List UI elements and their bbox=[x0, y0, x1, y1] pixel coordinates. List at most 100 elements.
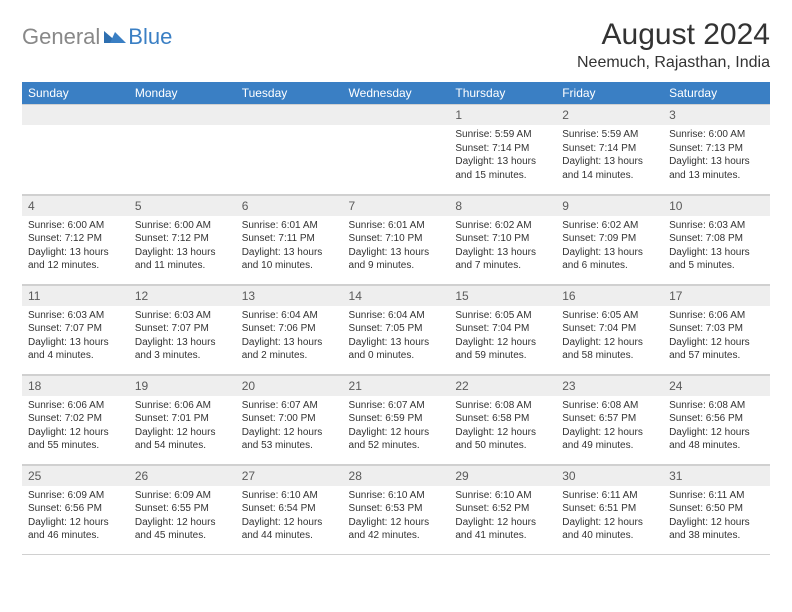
calendar-cell: 8Sunrise: 6:02 AMSunset: 7:10 PMDaylight… bbox=[449, 194, 556, 284]
calendar-cell: 25Sunrise: 6:09 AMSunset: 6:56 PMDayligh… bbox=[22, 464, 129, 554]
day-details: Sunrise: 6:04 AMSunset: 7:05 PMDaylight:… bbox=[343, 306, 450, 369]
calendar-cell: 4Sunrise: 6:00 AMSunset: 7:12 PMDaylight… bbox=[22, 194, 129, 284]
day-details: Sunrise: 6:02 AMSunset: 7:10 PMDaylight:… bbox=[449, 216, 556, 279]
logo: General Blue bbox=[22, 18, 172, 50]
title-block: August 2024 Neemuch, Rajasthan, India bbox=[577, 18, 770, 72]
day-number: 11 bbox=[22, 285, 129, 306]
dow-saturday: Saturday bbox=[663, 82, 770, 104]
day-number: 10 bbox=[663, 195, 770, 216]
day-number: 8 bbox=[449, 195, 556, 216]
day-number: 2 bbox=[556, 104, 663, 125]
day-number: 18 bbox=[22, 375, 129, 396]
day-number: 31 bbox=[663, 465, 770, 486]
day-details: Sunrise: 5:59 AMSunset: 7:14 PMDaylight:… bbox=[449, 125, 556, 188]
day-number: 9 bbox=[556, 195, 663, 216]
location-label: Neemuch, Rajasthan, India bbox=[577, 54, 770, 72]
day-details: Sunrise: 6:03 AMSunset: 7:07 PMDaylight:… bbox=[129, 306, 236, 369]
dow-wednesday: Wednesday bbox=[343, 82, 450, 104]
calendar-cell: 14Sunrise: 6:04 AMSunset: 7:05 PMDayligh… bbox=[343, 284, 450, 374]
calendar-cell: 6Sunrise: 6:01 AMSunset: 7:11 PMDaylight… bbox=[236, 194, 343, 284]
day-number: 23 bbox=[556, 375, 663, 396]
calendar-week-row: 25Sunrise: 6:09 AMSunset: 6:56 PMDayligh… bbox=[22, 464, 770, 554]
day-number: 17 bbox=[663, 285, 770, 306]
calendar-cell: 10Sunrise: 6:03 AMSunset: 7:08 PMDayligh… bbox=[663, 194, 770, 284]
day-number: 14 bbox=[343, 285, 450, 306]
day-details: Sunrise: 6:09 AMSunset: 6:55 PMDaylight:… bbox=[129, 486, 236, 549]
calendar-cell: 12Sunrise: 6:03 AMSunset: 7:07 PMDayligh… bbox=[129, 284, 236, 374]
day-number: 30 bbox=[556, 465, 663, 486]
calendar-cell: 5Sunrise: 6:00 AMSunset: 7:12 PMDaylight… bbox=[129, 194, 236, 284]
day-number bbox=[343, 104, 450, 125]
day-number: 19 bbox=[129, 375, 236, 396]
calendar-week-row: 11Sunrise: 6:03 AMSunset: 7:07 PMDayligh… bbox=[22, 284, 770, 374]
day-number: 27 bbox=[236, 465, 343, 486]
calendar-cell: 22Sunrise: 6:08 AMSunset: 6:58 PMDayligh… bbox=[449, 374, 556, 464]
calendar-cell: 17Sunrise: 6:06 AMSunset: 7:03 PMDayligh… bbox=[663, 284, 770, 374]
calendar-cell bbox=[22, 104, 129, 194]
day-details: Sunrise: 6:08 AMSunset: 6:58 PMDaylight:… bbox=[449, 396, 556, 459]
day-number: 5 bbox=[129, 195, 236, 216]
day-details: Sunrise: 6:07 AMSunset: 6:59 PMDaylight:… bbox=[343, 396, 450, 459]
day-details: Sunrise: 6:04 AMSunset: 7:06 PMDaylight:… bbox=[236, 306, 343, 369]
day-details: Sunrise: 6:03 AMSunset: 7:08 PMDaylight:… bbox=[663, 216, 770, 279]
day-number: 3 bbox=[663, 104, 770, 125]
day-details: Sunrise: 6:06 AMSunset: 7:03 PMDaylight:… bbox=[663, 306, 770, 369]
day-number: 24 bbox=[663, 375, 770, 396]
day-details: Sunrise: 6:11 AMSunset: 6:50 PMDaylight:… bbox=[663, 486, 770, 549]
day-number bbox=[22, 104, 129, 125]
day-details: Sunrise: 6:11 AMSunset: 6:51 PMDaylight:… bbox=[556, 486, 663, 549]
day-number: 21 bbox=[343, 375, 450, 396]
calendar-cell: 31Sunrise: 6:11 AMSunset: 6:50 PMDayligh… bbox=[663, 464, 770, 554]
day-of-week-row: Sunday Monday Tuesday Wednesday Thursday… bbox=[22, 82, 770, 104]
dow-monday: Monday bbox=[129, 82, 236, 104]
day-details: Sunrise: 6:08 AMSunset: 6:56 PMDaylight:… bbox=[663, 396, 770, 459]
calendar-week-row: 18Sunrise: 6:06 AMSunset: 7:02 PMDayligh… bbox=[22, 374, 770, 464]
day-details: Sunrise: 6:05 AMSunset: 7:04 PMDaylight:… bbox=[556, 306, 663, 369]
day-number: 16 bbox=[556, 285, 663, 306]
dow-tuesday: Tuesday bbox=[236, 82, 343, 104]
day-number: 7 bbox=[343, 195, 450, 216]
day-details: Sunrise: 6:06 AMSunset: 7:02 PMDaylight:… bbox=[22, 396, 129, 459]
page-title: August 2024 bbox=[577, 18, 770, 52]
day-number: 6 bbox=[236, 195, 343, 216]
calendar-cell: 15Sunrise: 6:05 AMSunset: 7:04 PMDayligh… bbox=[449, 284, 556, 374]
calendar-body: 1Sunrise: 5:59 AMSunset: 7:14 PMDaylight… bbox=[22, 104, 770, 554]
calendar-cell: 13Sunrise: 6:04 AMSunset: 7:06 PMDayligh… bbox=[236, 284, 343, 374]
dow-friday: Friday bbox=[556, 82, 663, 104]
dow-sunday: Sunday bbox=[22, 82, 129, 104]
day-details: Sunrise: 6:10 AMSunset: 6:53 PMDaylight:… bbox=[343, 486, 450, 549]
day-details: Sunrise: 6:00 AMSunset: 7:13 PMDaylight:… bbox=[663, 125, 770, 188]
day-number: 26 bbox=[129, 465, 236, 486]
day-details: Sunrise: 6:08 AMSunset: 6:57 PMDaylight:… bbox=[556, 396, 663, 459]
calendar-cell: 18Sunrise: 6:06 AMSunset: 7:02 PMDayligh… bbox=[22, 374, 129, 464]
calendar-cell: 29Sunrise: 6:10 AMSunset: 6:52 PMDayligh… bbox=[449, 464, 556, 554]
header: General Blue August 2024 Neemuch, Rajast… bbox=[22, 18, 770, 72]
day-number: 20 bbox=[236, 375, 343, 396]
day-details: Sunrise: 6:02 AMSunset: 7:09 PMDaylight:… bbox=[556, 216, 663, 279]
calendar-cell: 20Sunrise: 6:07 AMSunset: 7:00 PMDayligh… bbox=[236, 374, 343, 464]
day-details: Sunrise: 6:01 AMSunset: 7:10 PMDaylight:… bbox=[343, 216, 450, 279]
calendar-table: Sunday Monday Tuesday Wednesday Thursday… bbox=[22, 82, 770, 555]
day-number: 22 bbox=[449, 375, 556, 396]
day-details: Sunrise: 6:01 AMSunset: 7:11 PMDaylight:… bbox=[236, 216, 343, 279]
calendar-cell: 28Sunrise: 6:10 AMSunset: 6:53 PMDayligh… bbox=[343, 464, 450, 554]
calendar-cell: 2Sunrise: 5:59 AMSunset: 7:14 PMDaylight… bbox=[556, 104, 663, 194]
calendar-cell: 23Sunrise: 6:08 AMSunset: 6:57 PMDayligh… bbox=[556, 374, 663, 464]
calendar-cell: 19Sunrise: 6:06 AMSunset: 7:01 PMDayligh… bbox=[129, 374, 236, 464]
calendar-cell bbox=[236, 104, 343, 194]
day-number: 25 bbox=[22, 465, 129, 486]
day-details: Sunrise: 6:09 AMSunset: 6:56 PMDaylight:… bbox=[22, 486, 129, 549]
day-number bbox=[236, 104, 343, 125]
day-details: Sunrise: 6:07 AMSunset: 7:00 PMDaylight:… bbox=[236, 396, 343, 459]
day-number: 12 bbox=[129, 285, 236, 306]
calendar-cell: 11Sunrise: 6:03 AMSunset: 7:07 PMDayligh… bbox=[22, 284, 129, 374]
calendar-cell bbox=[343, 104, 450, 194]
day-number: 28 bbox=[343, 465, 450, 486]
calendar-cell: 7Sunrise: 6:01 AMSunset: 7:10 PMDaylight… bbox=[343, 194, 450, 284]
calendar-cell: 9Sunrise: 6:02 AMSunset: 7:09 PMDaylight… bbox=[556, 194, 663, 284]
logo-text-blue: Blue bbox=[128, 24, 172, 50]
logo-text-gray: General bbox=[22, 24, 100, 50]
calendar-cell: 21Sunrise: 6:07 AMSunset: 6:59 PMDayligh… bbox=[343, 374, 450, 464]
calendar-cell: 30Sunrise: 6:11 AMSunset: 6:51 PMDayligh… bbox=[556, 464, 663, 554]
day-details: Sunrise: 6:10 AMSunset: 6:52 PMDaylight:… bbox=[449, 486, 556, 549]
